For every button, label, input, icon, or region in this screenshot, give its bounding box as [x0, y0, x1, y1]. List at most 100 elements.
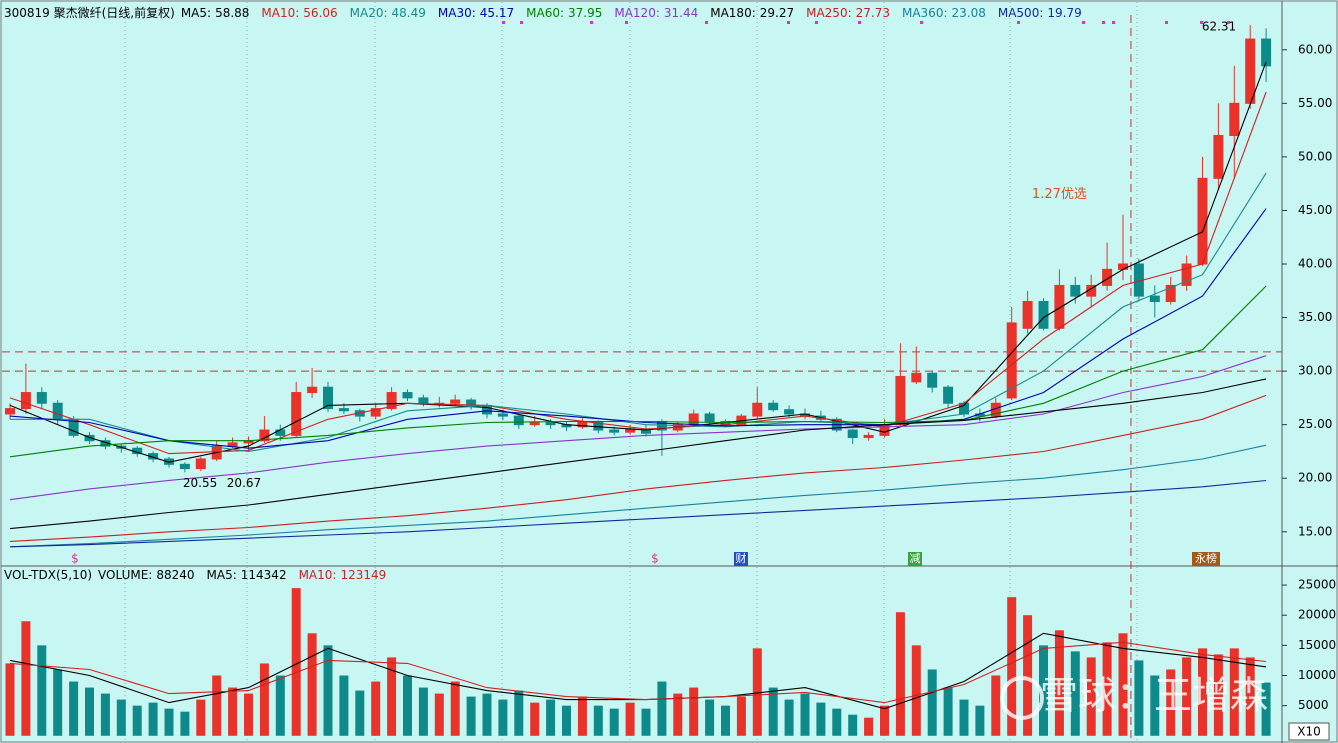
volume-bar: [991, 675, 1001, 736]
ma-legend-value: 23.08: [951, 6, 986, 20]
volume-bar: [848, 714, 858, 736]
ma-legend-name: MA180:: [710, 6, 756, 20]
event-icon[interactable]: 减: [910, 552, 921, 565]
candle-body: [1229, 102, 1240, 136]
ma-legend-item: MA250: 27.73: [806, 6, 896, 20]
volume-bar: [116, 699, 126, 736]
ma-legend-value: 19.79: [1047, 6, 1082, 20]
signal-dot: [1102, 21, 1105, 24]
ma-legend-name: MA20:: [349, 6, 388, 20]
volume-legend-item: MA5: 114342: [207, 568, 293, 582]
ma-line: [9, 91, 1267, 455]
volume-bar: [1198, 648, 1207, 736]
volume-bar: [911, 645, 921, 736]
candle-body: [1038, 300, 1049, 329]
candle-body: [1149, 295, 1160, 302]
candle-body: [20, 392, 31, 410]
y-tick-label: 50.00: [1298, 149, 1332, 163]
y-tick-label: 20.00: [1298, 471, 1332, 485]
volume-bar: [450, 681, 460, 736]
volume-bar: [1150, 675, 1160, 736]
volume-bar: [403, 675, 412, 736]
volume-bar: [1070, 651, 1080, 736]
low-label: 20.55: [183, 476, 217, 490]
candle-body: [195, 458, 206, 470]
candle-body: [1102, 268, 1113, 286]
candle-body: [1022, 300, 1033, 329]
volume-bar: [291, 588, 301, 736]
y-tick-label: 15000: [1298, 638, 1336, 652]
ma-legend-value: 31.44: [663, 6, 699, 20]
ma-legend-item: MA360: 23.08: [902, 6, 992, 20]
ma-line: [9, 444, 1267, 548]
event-icon[interactable]: $: [71, 552, 79, 566]
ma-legend-name: MA5:: [180, 6, 212, 20]
watermark: 雪球：王增森: [1040, 674, 1268, 718]
candle-body: [784, 409, 795, 415]
volume-bar: [387, 657, 397, 736]
candle-body: [482, 404, 492, 415]
event-icon-bg: [734, 552, 748, 566]
candle-body: [307, 386, 318, 394]
volume-bar: [418, 687, 428, 736]
candle-body: [1118, 263, 1128, 270]
volume-bar: [21, 621, 31, 736]
volume-bar: [736, 696, 746, 736]
candle-body: [768, 402, 779, 411]
price-legend: 300819 聚杰微纤(日线,前复权) MA5: 58.88 MA10: 56.06 MA…: [4, 4, 1094, 21]
ma-legend-value: 56.06: [303, 6, 338, 20]
volume-bar: [100, 693, 110, 736]
ma-legend-name: MA120:: [614, 6, 660, 20]
candle-body: [545, 422, 556, 426]
volume-legend-value: 114342: [240, 568, 287, 582]
volume-bar: [132, 705, 142, 736]
candle-body: [1261, 38, 1272, 67]
volume-bar: [355, 690, 365, 736]
ma-legend-value: 29.27: [759, 6, 795, 20]
unit-box: [1288, 722, 1330, 741]
volume-bar: [800, 693, 810, 736]
volume-bar: [212, 675, 222, 736]
event-icon[interactable]: $: [651, 552, 659, 566]
ma-legend-name: MA500:: [997, 6, 1044, 20]
volume-bar: [784, 699, 794, 736]
y-tick-label: 60.00: [1298, 42, 1332, 56]
volume-bar: [259, 663, 269, 736]
candle-body: [227, 442, 238, 447]
volume-bar: [164, 708, 174, 736]
event-icon[interactable]: 财: [736, 551, 747, 565]
candle-body: [1213, 134, 1224, 179]
volume-bar: [593, 705, 603, 736]
candle-body: [688, 413, 699, 426]
volume-bar: [1007, 597, 1017, 736]
candle-body: [386, 392, 397, 410]
candle-body: [1181, 263, 1192, 286]
ma-legend-item: MA5: 58.88: [181, 6, 256, 20]
y-tick-label: 40.00: [1298, 257, 1332, 271]
signal-dot: [1112, 21, 1115, 24]
volume-bar: [577, 696, 587, 736]
y-tick-label: 15.00: [1298, 524, 1332, 538]
signal-dot: [1082, 21, 1085, 24]
ma-legend-item: MA180: 29.27: [710, 6, 800, 20]
volume-bar: [721, 705, 730, 736]
volume-bar: [530, 702, 540, 736]
volume-bar: [196, 699, 206, 736]
signal-dot: [1017, 21, 1020, 24]
volume-bar: [1245, 657, 1255, 736]
volume-bar: [562, 705, 571, 736]
signal-dot: [920, 21, 923, 24]
signal-dot: [625, 21, 628, 24]
candle-body: [847, 429, 858, 439]
ma-line: [10, 172, 1267, 453]
volume-bar: [832, 708, 842, 736]
signal-dot: [705, 21, 708, 24]
y-tick-label: 45.00: [1298, 203, 1332, 217]
volume-bar: [657, 681, 667, 736]
volume-bar: [148, 702, 158, 736]
event-icon[interactable]: 永榜: [1195, 551, 1217, 565]
volume-bar: [880, 705, 889, 736]
ma-legend-name: MA360:: [901, 6, 948, 20]
ma-legend-item: MA120: 31.44: [614, 6, 704, 20]
